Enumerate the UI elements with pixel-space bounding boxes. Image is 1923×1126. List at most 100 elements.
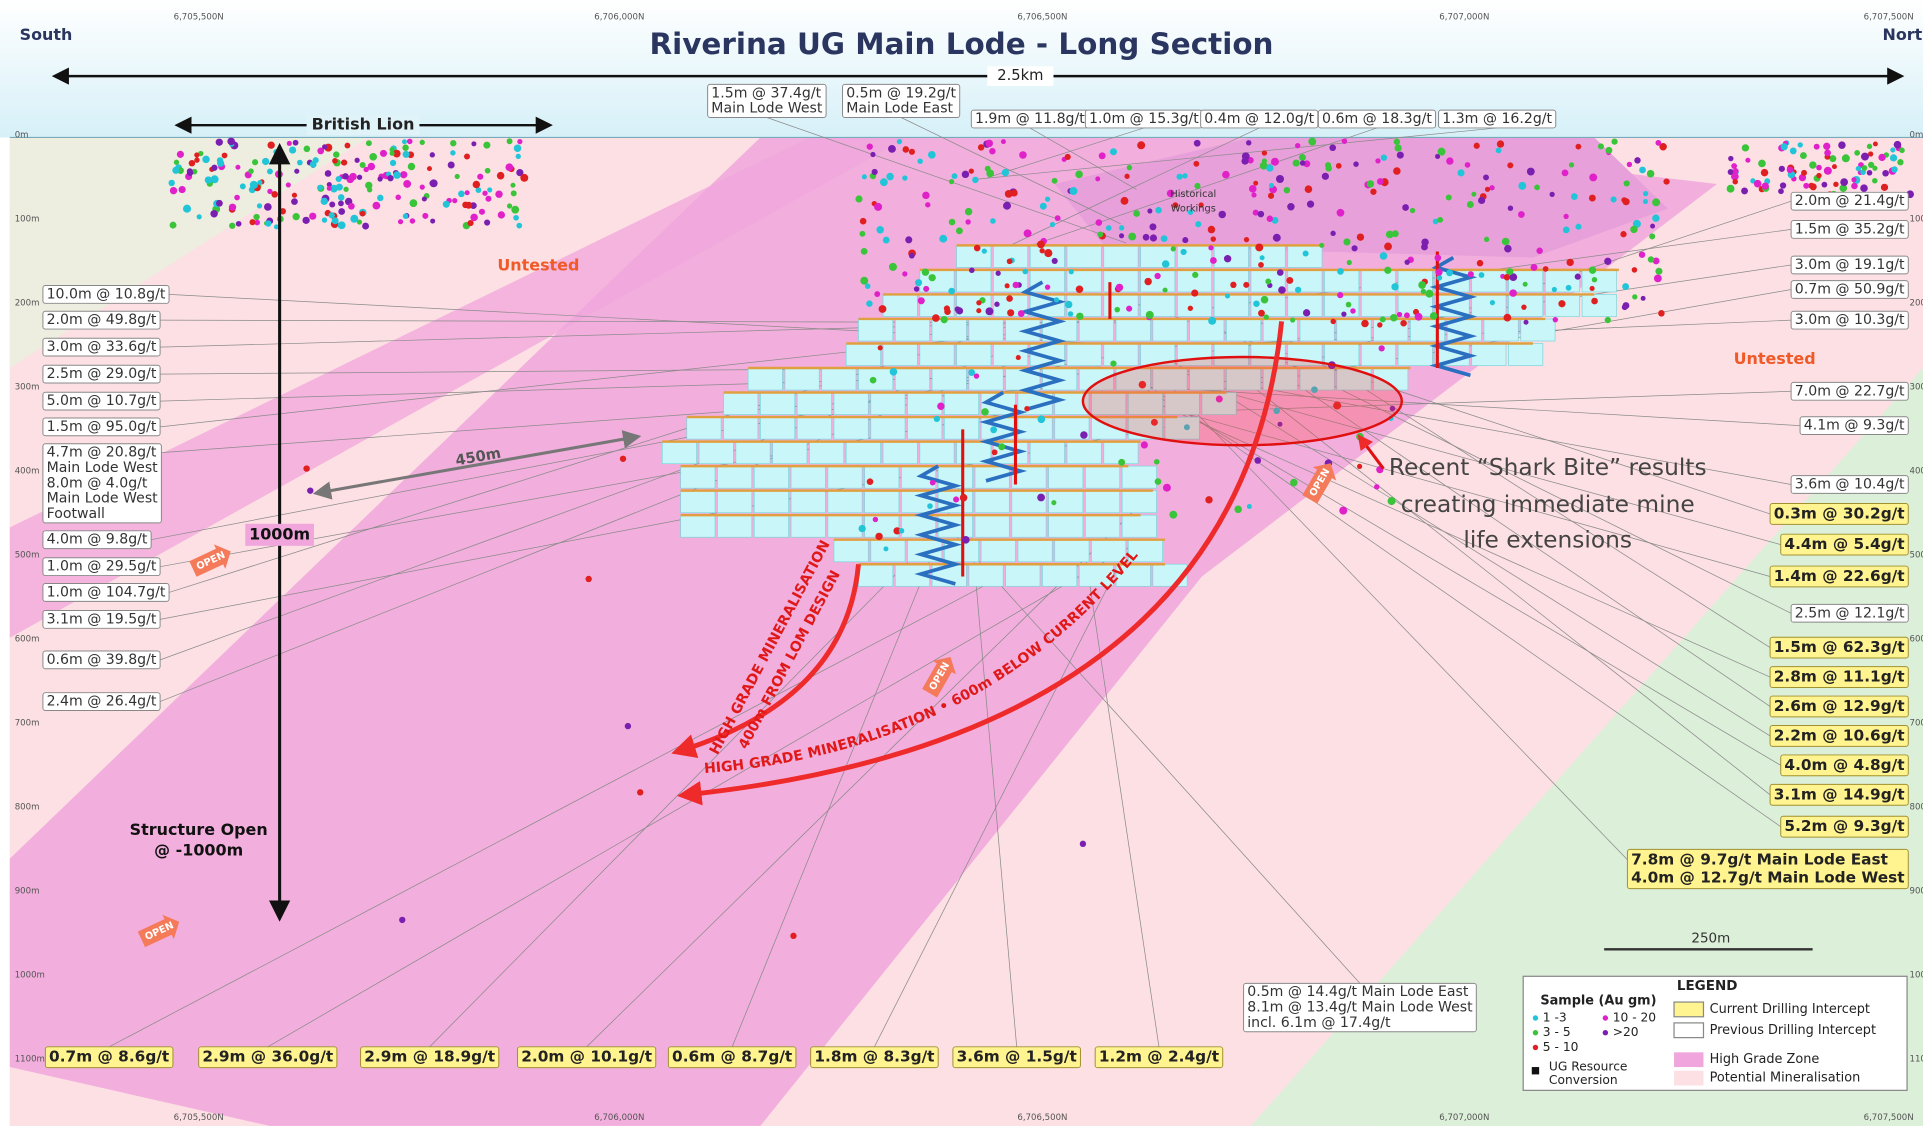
stope [1214,294,1248,316]
sample-dot [1566,259,1573,266]
sample-dot [1018,310,1025,317]
sample-dot [1742,144,1749,151]
sample-dot [467,220,473,226]
sample-dot [1605,147,1612,154]
sample-dot [332,217,339,224]
sample-dot [1208,226,1215,233]
sample-dot [1303,309,1310,316]
stope [908,393,942,415]
sample-dot [1622,283,1629,290]
sample-dot [174,160,179,165]
sample-dot [390,160,396,166]
depth-label: 0m [15,130,29,140]
sample-dot [194,157,199,162]
sample-dot [1271,158,1279,166]
sample-dot [1872,166,1877,171]
stope [1104,343,1138,365]
sample-dot [1118,459,1125,466]
sample-dot [994,302,999,307]
depth-label: 500m [15,551,40,561]
sample-dot [1380,316,1386,322]
sample-dot [1878,154,1885,161]
sample-dot [172,167,179,174]
stope [754,491,788,513]
sample-dot [1894,141,1902,149]
sample-dot [790,933,796,939]
sample-dot [403,151,410,158]
stope [993,343,1027,365]
sample-dot [1276,175,1284,183]
depth-label: 100m [15,214,40,224]
sample-dot [1872,178,1878,184]
sample-dot [377,176,382,181]
legend-dot [1603,1015,1608,1020]
sample-dot [1065,301,1072,308]
sample-dot [321,198,328,205]
intercept-label: 2.9m @ 18.9g/t [361,1047,499,1068]
sample-dot [1446,195,1452,201]
sample-dot [1341,312,1346,317]
sample-dot [1001,139,1006,144]
sample-dot [1019,151,1027,159]
intercept-text: 1.2m @ 2.4g/t [1099,1048,1219,1066]
sample-dot [216,139,223,146]
stope [748,368,782,390]
intercept-text: 0.6m @ 39.8g/t [47,652,157,668]
sample-dot [262,158,269,165]
sample-dot [1262,158,1267,163]
intercept-text: 2.0m @ 10.1g/t [521,1048,652,1066]
sample-dot [1497,140,1504,147]
sample-dot [422,213,428,219]
stope [981,540,1015,562]
sample-dot [410,199,418,207]
stope [1177,294,1211,316]
stope [662,442,696,464]
sample-dot [1527,168,1535,176]
sample-dot [1182,237,1188,243]
depth-label: 900m [15,887,40,897]
legend-swatch [1674,1023,1703,1038]
sample-dot [1155,478,1162,485]
intercept-text: 3.6m @ 10.4g/t [1795,477,1905,493]
sample-dot [271,191,278,198]
sample-dot [450,150,455,155]
sample-dot [1241,157,1248,164]
depth-label: 700m [1910,719,1923,729]
sample-dot [1490,300,1495,305]
sample-dot [1800,152,1807,159]
sample-dot [1013,282,1020,289]
intercept-text: 3.0m @ 19.1g/t [1795,257,1905,273]
sample-dot [1308,138,1316,146]
sample-dot [1778,188,1784,194]
sample-dot [205,176,212,183]
depth-label: 600m [1910,635,1923,645]
intercept-label: 1.2m @ 2.4g/t [1095,1047,1223,1068]
sample-dot [956,227,963,234]
sample-dot [1307,201,1314,208]
sample-dot [495,191,502,198]
sample-dot [1504,245,1512,253]
ug-swatch [1532,1067,1539,1074]
intercept-label: 7.8m @ 9.7g/t Main Lode East4.0m @ 12.7g… [1627,849,1908,888]
stope [724,393,758,415]
sample-dot [1643,191,1648,196]
sample-dot [1211,236,1216,241]
sample-dot [479,209,485,215]
stope [1190,319,1224,341]
sample-dot [1621,197,1627,203]
sample-dot [1394,139,1400,145]
sample-dot [470,214,477,221]
sample-dot [1224,255,1231,262]
sample-dot [403,213,409,219]
intercept-text: 3.1m @ 19.5g/t [47,611,157,627]
sample-dot [1286,277,1293,284]
depth-label: 1100m [1910,1055,1923,1065]
stope [858,319,892,341]
intercept-text: 4.1m @ 9.3g/t [1804,418,1905,434]
sample-dot [1861,153,1869,161]
sample-dot [1654,274,1662,282]
sample-dot [962,536,970,544]
legend-dot [1533,1045,1538,1050]
stope [736,442,770,464]
northing-label: 6,705,500N [174,13,224,23]
